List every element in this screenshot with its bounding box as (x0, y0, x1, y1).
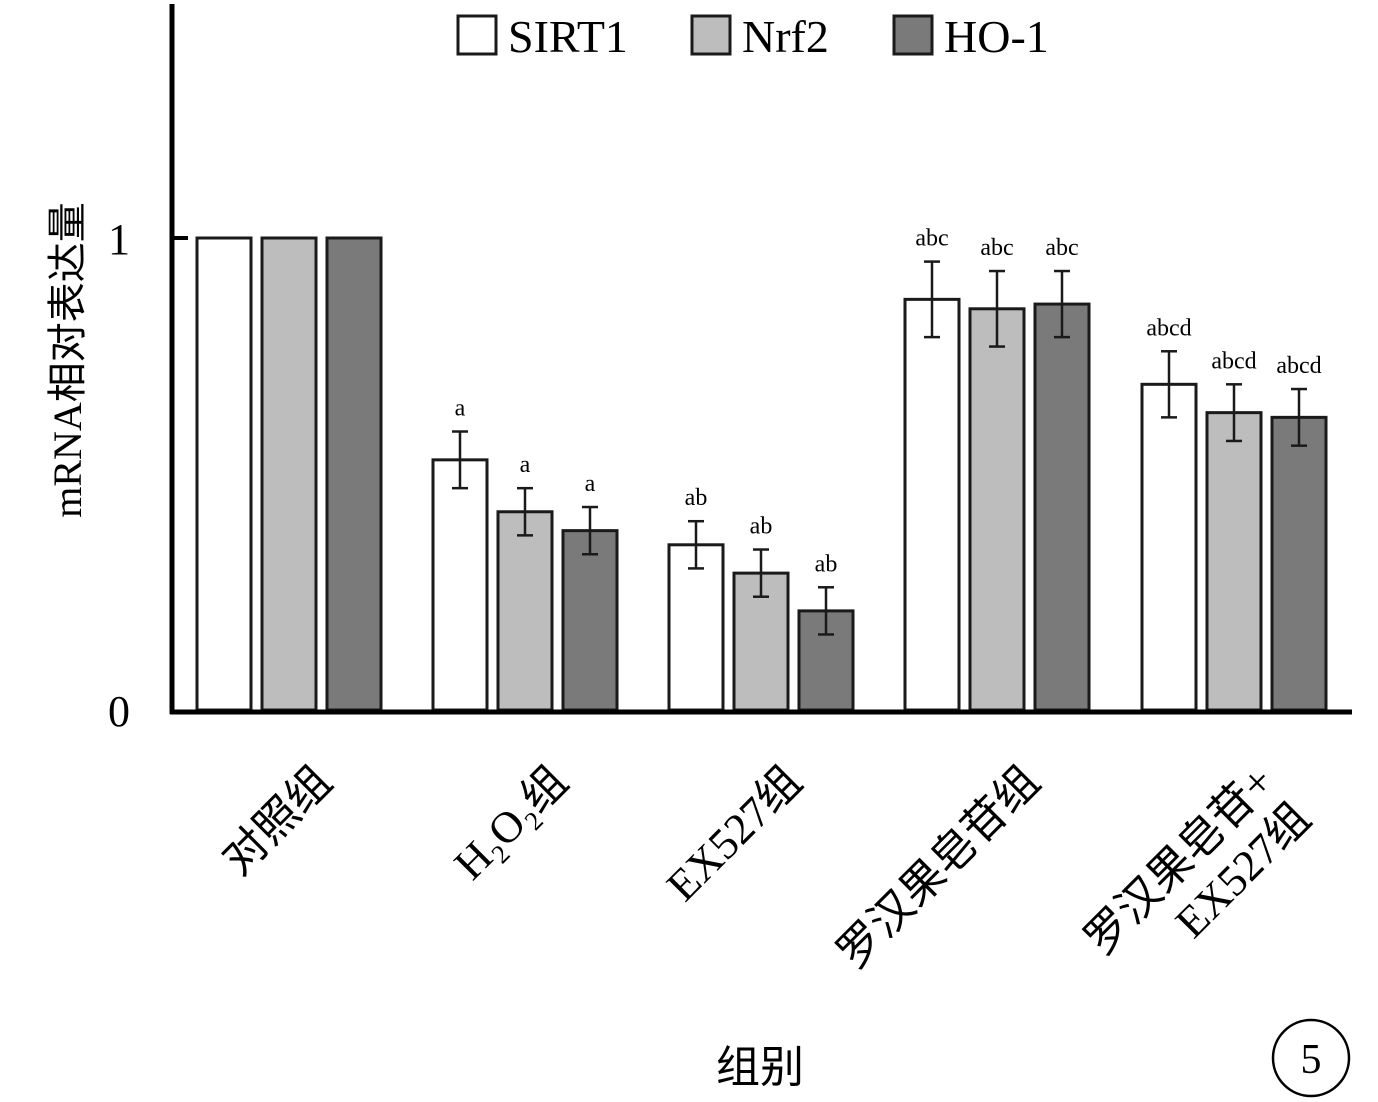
legend-label-nrf2: Nrf2 (742, 11, 829, 62)
axes (169, 4, 1352, 715)
figure-number: 5 (1301, 1037, 1322, 1083)
bar-sirt1-0 (195, 236, 253, 712)
significance-label: abcd (1146, 315, 1191, 341)
legend: SIRT1 Nrf2 HO-1 (456, 11, 1049, 62)
bar-groups (195, 236, 1328, 712)
x-tick-label: H₂O₂组 (445, 757, 577, 889)
significance-label: abc (915, 226, 948, 252)
x-tick-label: 对照组 (213, 757, 341, 885)
y-tick-label: 1 (108, 215, 130, 264)
bar-nrf2-1 (496, 510, 554, 712)
legend-label-ho-1: HO-1 (944, 11, 1049, 62)
significance-label: a (585, 471, 596, 497)
bar-nrf2-3 (968, 307, 1026, 712)
x-tick-label-line: EX527组 (657, 757, 811, 911)
x-tick-label: 罗汉果皂苷组 (828, 757, 1049, 978)
significance-label: ab (750, 514, 773, 540)
y-tick-label: 0 (108, 687, 130, 736)
x-tick-label: EX527组 (657, 757, 811, 911)
figure-number-circle (1271, 1018, 1351, 1098)
significance-label: abc (1045, 235, 1078, 261)
bar-ho-1-4 (1270, 415, 1328, 712)
bar-ho-1-1 (561, 529, 619, 712)
bar-sirt1-2 (667, 543, 725, 712)
x-tick-label-line: 罗汉果皂苷组 (828, 757, 1049, 978)
significance-label: abcd (1276, 353, 1321, 379)
bar-sirt1-3 (903, 297, 961, 712)
bar-nrf2-0 (260, 236, 318, 712)
figure-number-badge: 5 (1271, 1018, 1351, 1098)
bar-ho-1-3 (1033, 302, 1091, 712)
error-bars (452, 260, 1307, 636)
bar-sirt1-1 (431, 458, 489, 712)
legend-swatch-ho-1 (892, 14, 934, 56)
y-ticks: 01 (108, 215, 188, 736)
bar-ho-1-0 (325, 236, 383, 712)
x-tick-label-line: H₂O₂组 (445, 757, 577, 889)
significance-label: ab (685, 485, 708, 511)
x-tick-label-line: 对照组 (213, 757, 341, 885)
y-axis-label: mRNA相对表达量 (45, 202, 90, 518)
legend-label-sirt1: SIRT1 (508, 11, 628, 62)
significance-label: a (520, 452, 531, 478)
significance-label: abc (980, 235, 1013, 261)
significance-annotations: a ab abc abcd a ab abc abcd a ab abc abcd (455, 226, 1322, 578)
bar-sirt1-4 (1140, 382, 1198, 712)
significance-label: abcd (1211, 348, 1256, 374)
bar-nrf2-4 (1205, 411, 1263, 712)
significance-label: a (455, 396, 466, 422)
significance-label: ab (815, 551, 838, 577)
legend-swatch-nrf2 (690, 14, 732, 56)
x-tick-label: 罗汉果皂苷+EX527组 (1075, 757, 1320, 1002)
x-tick-labels: 对照组 H₂O₂组 EX527组 罗汉果皂苷组 罗汉果皂苷+EX527组 (213, 757, 1320, 1002)
legend-swatch-sirt1 (456, 14, 498, 56)
x-axis-label: 组别 (716, 1043, 804, 1092)
